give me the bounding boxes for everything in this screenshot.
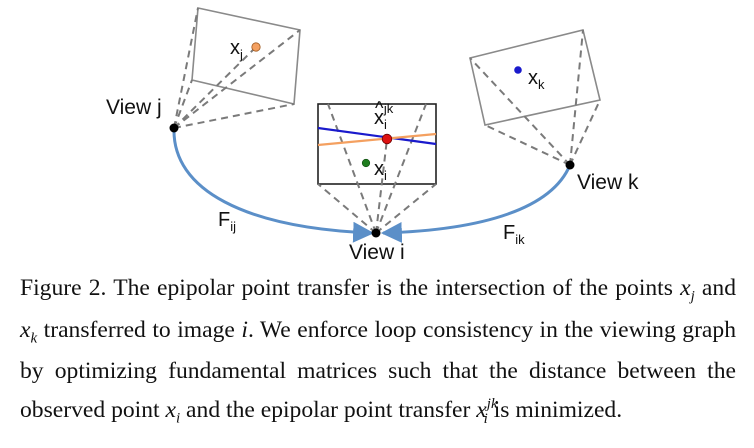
epipolar-line-from-view-j [317, 126, 437, 146]
figure-caption: Figure 2. The epipolar point transfer is… [20, 275, 736, 428]
view-k-camera [469, 29, 601, 166]
edge-view-j-to-view-i [172, 127, 375, 243]
label-xj: xj [230, 37, 243, 62]
camera-center-view-i [371, 228, 381, 238]
point-xi [361, 158, 371, 168]
view-i-camera [317, 103, 437, 234]
svg-text:^: ^ [375, 98, 384, 118]
label-xk: xk [528, 67, 545, 92]
view-j-label: View j [106, 96, 162, 119]
point-xj [251, 42, 261, 52]
point-xk [514, 66, 522, 74]
fundamental-ij-label: Fij [218, 209, 236, 234]
caption-label: Figure 2. [20, 275, 107, 301]
fundamental-ik-label: Fik [503, 222, 525, 247]
camera-center-view-j [169, 123, 179, 133]
epipolar-line-from-view-k [317, 132, 437, 147]
camera-center-view-k [565, 160, 575, 170]
label-xijk: ^ xijk [374, 98, 394, 132]
edge-view-k-to-view-i [380, 164, 572, 243]
label-xi: xi [374, 158, 387, 183]
svg-text:xijk: xijk [374, 101, 394, 132]
point-xijk [381, 133, 393, 145]
view-k-label: View k [577, 171, 639, 194]
loop-consistency-diagram: xj xk xi ^ xijk View j View k View i Fij… [106, 7, 639, 264]
view-j-camera [173, 7, 301, 129]
view-i-label: View i [349, 241, 405, 264]
view-k-image-plane [469, 29, 601, 126]
